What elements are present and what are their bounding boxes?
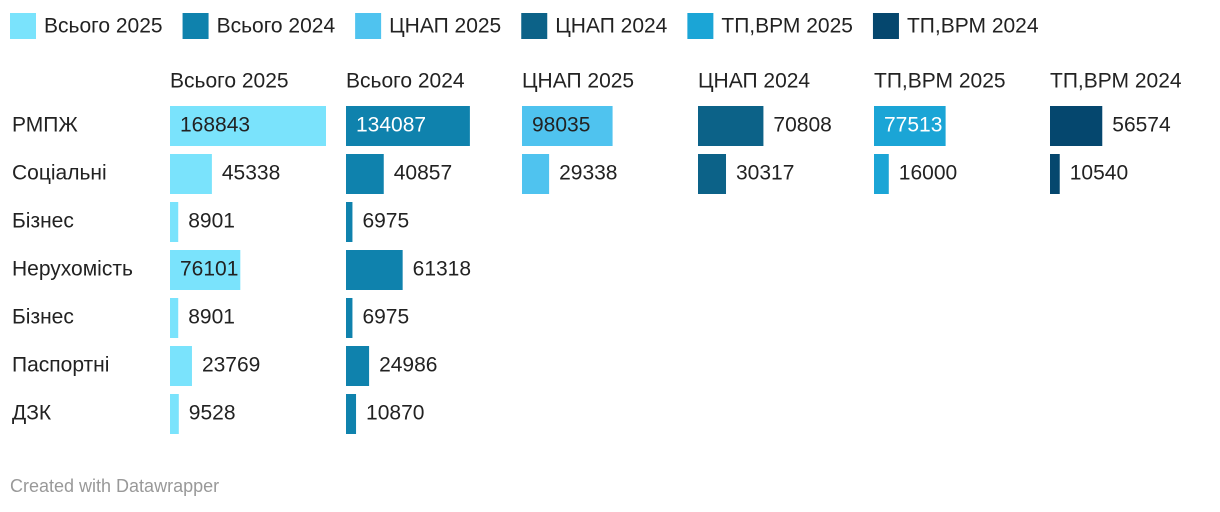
legend-swatch xyxy=(182,13,209,39)
bar xyxy=(698,106,764,146)
value-label: 24986 xyxy=(379,354,437,377)
value-label: 76101 xyxy=(180,258,238,281)
bar xyxy=(346,250,403,290)
value-label: 134087 xyxy=(356,114,426,137)
bar xyxy=(170,250,241,290)
legend-swatch xyxy=(687,13,714,39)
legend-swatch xyxy=(872,13,899,39)
value-label: 8901 xyxy=(188,210,235,233)
bar xyxy=(170,154,212,194)
column-header: ЦНАП 2024 xyxy=(698,70,810,93)
column-header: ТП,ВРМ 2024 xyxy=(1050,70,1182,93)
legend-label: ТП,ВРМ 2024 xyxy=(907,15,1039,38)
row-label: Нерухомість xyxy=(12,258,133,281)
bar xyxy=(346,346,370,386)
legend-swatch xyxy=(521,13,548,39)
legend-swatch xyxy=(355,13,382,39)
bar xyxy=(170,394,179,434)
value-label: 40857 xyxy=(394,162,452,185)
bar xyxy=(1050,154,1060,194)
value-label: 23769 xyxy=(202,354,260,377)
bar xyxy=(874,154,889,194)
bar xyxy=(1050,106,1103,146)
bar xyxy=(170,298,179,338)
value-label: 8901 xyxy=(188,306,235,329)
legend-label: ТП,ВРМ 2025 xyxy=(721,15,853,38)
value-label: 45338 xyxy=(222,162,280,185)
row-label: Бізнес xyxy=(12,306,74,329)
bar xyxy=(522,106,613,146)
value-label: 16000 xyxy=(899,162,957,185)
bar xyxy=(170,346,192,386)
row-label: Соціальні xyxy=(12,162,107,185)
column-header: Всього 2025 xyxy=(170,70,289,93)
value-label: 56574 xyxy=(1112,114,1171,137)
bar xyxy=(346,298,353,338)
row-label: Паспортні xyxy=(12,354,109,377)
bar xyxy=(170,106,326,146)
bar xyxy=(346,154,384,194)
legend-label: Всього 2024 xyxy=(217,15,336,38)
bar xyxy=(874,106,946,146)
bar xyxy=(170,202,179,242)
value-label: 61318 xyxy=(413,258,471,281)
bar xyxy=(346,394,357,434)
value-label: 29338 xyxy=(559,162,617,185)
bar xyxy=(522,154,550,194)
row-label: РМПЖ xyxy=(12,114,78,137)
value-label: 10870 xyxy=(366,402,424,425)
value-label: 10540 xyxy=(1070,162,1128,185)
legend-label: ЦНАП 2025 xyxy=(389,15,501,38)
value-label: 30317 xyxy=(736,162,794,185)
bar xyxy=(698,154,727,194)
credit: Created with Datawrapper xyxy=(10,476,219,496)
bar xyxy=(346,106,470,146)
row-label: Бізнес xyxy=(12,210,74,233)
value-label: 9528 xyxy=(189,402,236,425)
value-label: 70808 xyxy=(773,114,831,137)
column-header: Всього 2024 xyxy=(346,70,465,93)
value-label: 6975 xyxy=(362,210,409,233)
legend-label: ЦНАП 2024 xyxy=(555,15,667,38)
value-label: 168843 xyxy=(180,114,250,137)
value-label: 98035 xyxy=(532,114,590,137)
value-label: 6975 xyxy=(362,306,409,329)
column-header: ЦНАП 2025 xyxy=(522,70,634,93)
legend-swatch xyxy=(10,13,36,39)
row-label: ДЗК xyxy=(12,402,52,425)
legend-label: Всього 2025 xyxy=(44,15,163,38)
bar xyxy=(346,202,353,242)
column-header: ТП,ВРМ 2025 xyxy=(874,70,1006,93)
value-label: 77513 xyxy=(884,114,942,137)
